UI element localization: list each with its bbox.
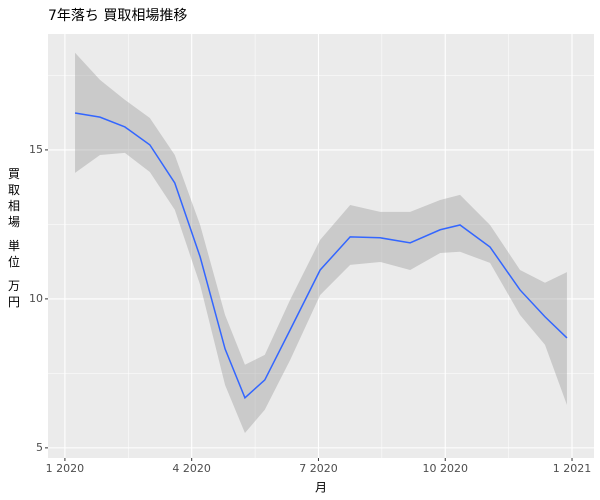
panel (48, 34, 594, 458)
y-axis-title: 買取相場単位万円 (8, 167, 20, 309)
x-tick-label: 1 2020 (46, 462, 85, 475)
chart-title: 7年落ち 買取相場推移 (48, 8, 187, 24)
fit-line (74, 112, 568, 400)
x-axis-title: 月 (315, 481, 327, 495)
y-tick-label: 15 (29, 143, 43, 156)
y-tick-label: 5 (36, 441, 43, 454)
confidence-band (75, 52, 567, 433)
x-tick-label: 4 2020 (172, 462, 211, 475)
x-tick-label: 7 2020 (299, 462, 338, 475)
y-tick-label: 10 (29, 292, 43, 305)
x-tick-label: 10 2020 (422, 462, 468, 475)
x-tick-label: 1 2021 (553, 462, 592, 475)
